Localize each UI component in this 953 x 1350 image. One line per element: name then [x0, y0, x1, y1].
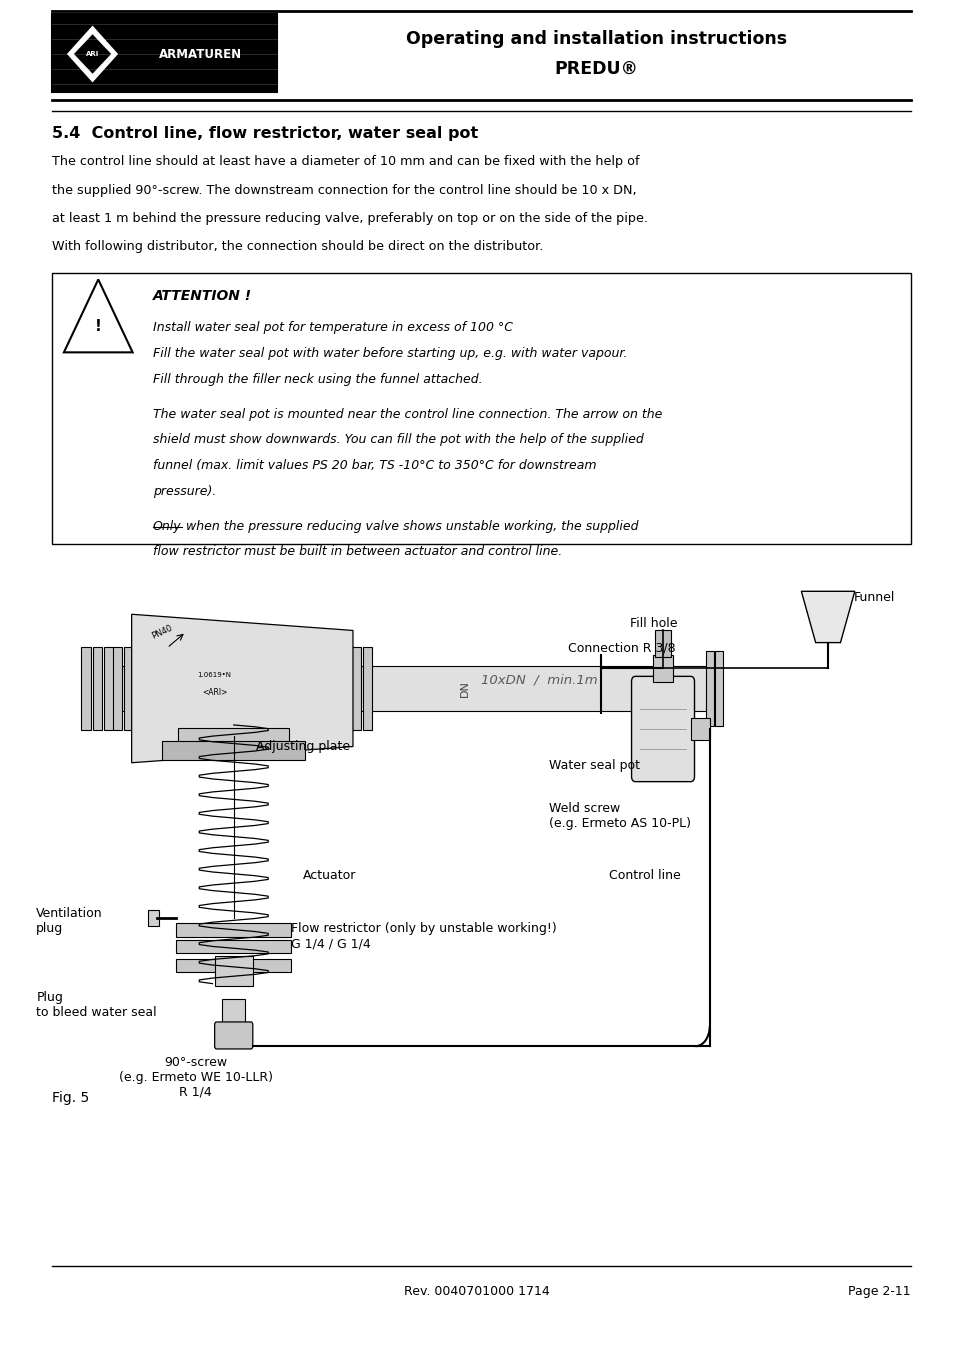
Polygon shape — [132, 614, 353, 763]
FancyBboxPatch shape — [351, 647, 360, 730]
Text: Weld screw
(e.g. Ermeto AS 10-PL): Weld screw (e.g. Ermeto AS 10-PL) — [548, 802, 690, 830]
FancyBboxPatch shape — [176, 958, 291, 972]
FancyBboxPatch shape — [148, 910, 159, 926]
Text: DN: DN — [459, 680, 469, 697]
Text: Fill hole: Fill hole — [629, 617, 677, 630]
FancyBboxPatch shape — [214, 1022, 253, 1049]
Text: 5.4  Control line, flow restrictor, water seal pot: 5.4 Control line, flow restrictor, water… — [52, 126, 478, 140]
FancyBboxPatch shape — [92, 647, 102, 730]
Text: Install water seal pot for temperature in excess of 100 °C: Install water seal pot for temperature i… — [152, 321, 512, 335]
FancyBboxPatch shape — [178, 728, 289, 744]
FancyBboxPatch shape — [119, 666, 191, 711]
Text: Only: Only — [152, 520, 181, 533]
Text: Plug
to bleed water seal: Plug to bleed water seal — [36, 991, 156, 1019]
Text: shield must show downwards. You can fill the pot with the help of the supplied: shield must show downwards. You can fill… — [152, 433, 642, 447]
Text: Actuator: Actuator — [303, 869, 356, 883]
FancyBboxPatch shape — [705, 651, 713, 726]
FancyBboxPatch shape — [52, 14, 276, 92]
Text: Rev. 0040701000 1714: Rev. 0040701000 1714 — [404, 1285, 549, 1299]
Polygon shape — [801, 591, 854, 643]
Text: the supplied 90°-screw. The downstream connection for the control line should be: the supplied 90°-screw. The downstream c… — [52, 184, 637, 197]
Text: ATTENTION !: ATTENTION ! — [152, 289, 252, 302]
Text: Water seal pot: Water seal pot — [548, 759, 639, 772]
Text: Fig. 5: Fig. 5 — [52, 1091, 90, 1104]
FancyBboxPatch shape — [162, 741, 305, 760]
Polygon shape — [64, 279, 132, 352]
FancyBboxPatch shape — [690, 718, 709, 740]
Text: With following distributor, the connection should be direct on the distributor.: With following distributor, the connecti… — [52, 240, 543, 254]
FancyBboxPatch shape — [104, 647, 113, 730]
Text: Page 2-11: Page 2-11 — [847, 1285, 910, 1299]
Text: pressure).: pressure). — [152, 485, 215, 498]
Text: ARMATUREN: ARMATUREN — [158, 47, 242, 61]
Text: PREDU®: PREDU® — [554, 59, 638, 77]
FancyBboxPatch shape — [715, 651, 722, 726]
Polygon shape — [66, 24, 119, 84]
FancyBboxPatch shape — [124, 647, 133, 730]
Text: 1.0619•N: 1.0619•N — [197, 672, 232, 678]
FancyBboxPatch shape — [176, 923, 291, 937]
Polygon shape — [73, 34, 112, 74]
Text: Operating and installation instructions: Operating and installation instructions — [405, 30, 786, 47]
FancyBboxPatch shape — [362, 647, 372, 730]
Text: funnel (max. limit values PS 20 bar, TS -10°C to 350°C for downstream: funnel (max. limit values PS 20 bar, TS … — [152, 459, 596, 472]
Text: Ventilation
plug: Ventilation plug — [36, 907, 103, 936]
Text: Adjusting plate: Adjusting plate — [255, 740, 350, 753]
FancyBboxPatch shape — [112, 647, 122, 730]
Text: PN40: PN40 — [151, 624, 173, 641]
Text: Funnel: Funnel — [853, 591, 894, 605]
FancyBboxPatch shape — [214, 956, 253, 986]
FancyBboxPatch shape — [653, 655, 672, 682]
Text: flow restrictor must be built in between actuator and control line.: flow restrictor must be built in between… — [152, 545, 561, 559]
FancyBboxPatch shape — [222, 999, 245, 1023]
FancyBboxPatch shape — [631, 676, 694, 782]
Text: The control line should at least have a diameter of 10 mm and can be fixed with : The control line should at least have a … — [52, 155, 639, 169]
Text: Fill through the filler neck using the funnel attached.: Fill through the filler neck using the f… — [152, 373, 482, 386]
Text: when the pressure reducing valve shows unstable working, the supplied: when the pressure reducing valve shows u… — [182, 520, 639, 533]
Text: Fill the water seal pot with water before starting up, e.g. with water vapour.: Fill the water seal pot with water befor… — [152, 347, 626, 360]
FancyBboxPatch shape — [357, 666, 720, 711]
FancyBboxPatch shape — [655, 630, 670, 657]
Text: ARI: ARI — [86, 51, 99, 57]
Text: 90°-screw
(e.g. Ermeto WE 10-LLR)
R 1/4: 90°-screw (e.g. Ermeto WE 10-LLR) R 1/4 — [118, 1056, 273, 1099]
FancyBboxPatch shape — [176, 940, 291, 953]
Text: <ARI>: <ARI> — [202, 688, 227, 697]
Text: at least 1 m behind the pressure reducing valve, preferably on top or on the sid: at least 1 m behind the pressure reducin… — [52, 212, 648, 225]
Text: !: ! — [94, 319, 102, 333]
Text: Connection R 3/8: Connection R 3/8 — [567, 641, 675, 655]
Text: 10xDN  /  min.1m: 10xDN / min.1m — [480, 674, 597, 687]
Text: The water seal pot is mounted near the control line connection. The arrow on the: The water seal pot is mounted near the c… — [152, 408, 661, 421]
Text: Control line: Control line — [608, 869, 679, 883]
FancyBboxPatch shape — [52, 273, 910, 544]
FancyBboxPatch shape — [81, 647, 91, 730]
Text: Flow restrictor (only by unstable working!)
G 1/4 / G 1/4: Flow restrictor (only by unstable workin… — [291, 922, 557, 950]
